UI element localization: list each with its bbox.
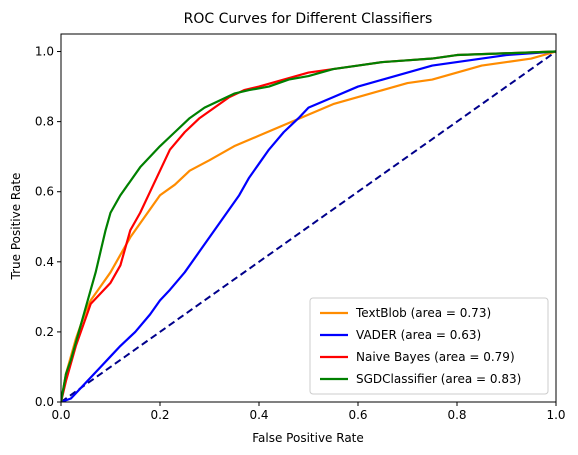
axes-frame: [60, 33, 557, 403]
x-tick-label: 0.6: [348, 408, 367, 422]
x-tick-label: 0.8: [447, 408, 466, 422]
y-axis-label: True Positive Rate: [9, 173, 23, 281]
series-line-3: [61, 50, 556, 402]
legend-label-2: Naive Bayes (area = 0.79): [356, 350, 515, 364]
y-tick-label: 0.0: [35, 395, 54, 409]
x-tick-label: 0.2: [150, 408, 169, 422]
y-tick-label: 0.8: [35, 115, 54, 129]
x-tick-label: 0.4: [249, 408, 268, 422]
y-tick-label: 0.2: [35, 325, 54, 339]
y-tick-label: 0.6: [35, 185, 54, 199]
legend-label-0: TextBlob (area = 0.73): [355, 306, 491, 320]
axis-ticks: 0.0 0.2 0.4 0.6 0.8 1.0 0.0 0.2 0.4 0.6 0.8 1.0: [35, 45, 566, 422]
series-group: [61, 50, 556, 402]
legend-label-3: SGDClassifier (area = 0.83): [356, 372, 521, 386]
chart-title: ROC Curves for Different Classifiers: [184, 11, 433, 27]
x-tick-label: 0.0: [51, 408, 70, 422]
x-tick-label: 1.0: [546, 408, 565, 422]
chance-line: [61, 50, 556, 402]
legend-label-1: VADER (area = 0.63): [356, 328, 481, 342]
y-tick-label: 0.4: [35, 255, 54, 269]
x-axis-label: False Positive Rate: [252, 431, 364, 445]
y-tick-label: 1.0: [35, 45, 54, 59]
legend: TextBlob (area = 0.73) VADER (area = 0.63…: [309, 297, 549, 395]
series-line-1: [61, 50, 556, 402]
legend-box: [309, 297, 549, 395]
plot-area: [60, 33, 557, 403]
